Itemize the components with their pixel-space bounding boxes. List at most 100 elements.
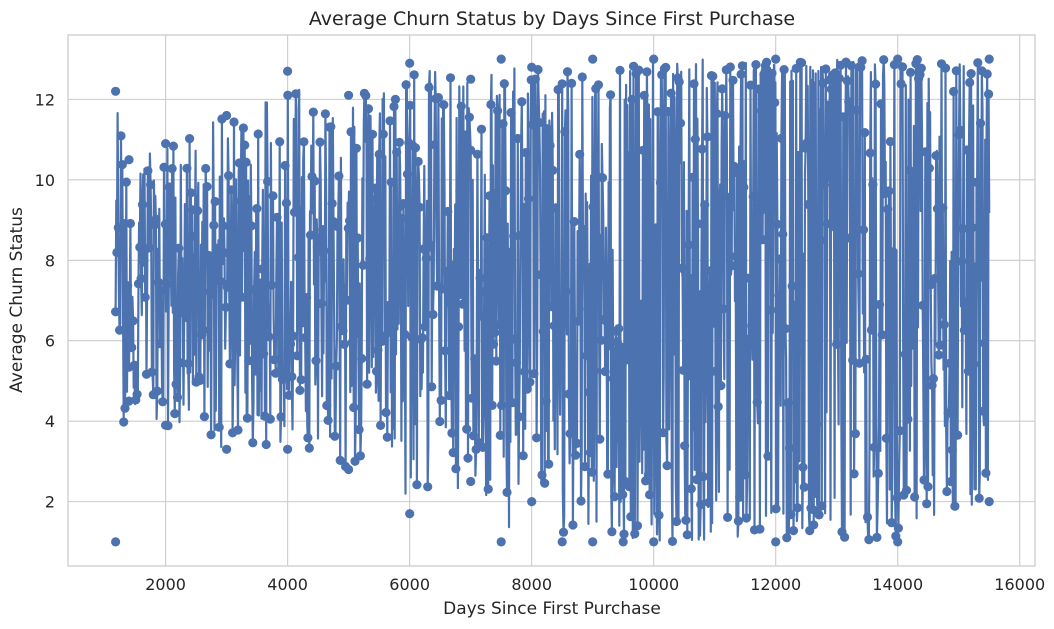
series-point [744, 273, 754, 283]
series-point [405, 100, 415, 110]
series-point [210, 196, 220, 207]
series-point [727, 261, 737, 271]
series-point [180, 293, 191, 303]
series-point [869, 442, 879, 452]
series-point [904, 165, 914, 175]
series-point [515, 230, 526, 240]
series-point [542, 124, 553, 134]
series-point [619, 529, 629, 539]
series-point [868, 180, 878, 190]
series-point [396, 239, 406, 249]
series-point [923, 482, 933, 492]
series-point [696, 499, 706, 510]
series-point [953, 430, 963, 440]
series-point [838, 112, 848, 122]
series-point [832, 339, 842, 349]
series-point [120, 403, 130, 413]
series-point [215, 276, 226, 286]
series-point [154, 277, 164, 287]
series-point [125, 218, 135, 229]
series-point [671, 516, 682, 527]
series-point [137, 200, 148, 210]
series-point [521, 148, 531, 158]
series-point [811, 419, 822, 429]
series-point [119, 417, 129, 427]
series-point [250, 366, 261, 376]
series-point [218, 221, 228, 231]
series-point [783, 398, 793, 408]
series-point [575, 149, 585, 159]
series-point [496, 537, 506, 547]
series-point [963, 366, 974, 376]
series-point [854, 358, 865, 368]
series-point [160, 219, 170, 229]
series-point [428, 309, 438, 320]
series-point [562, 67, 573, 77]
series-point [844, 97, 854, 107]
series-point [417, 333, 427, 343]
series-point [510, 334, 520, 344]
series-point [124, 155, 134, 165]
series-point [588, 54, 598, 64]
series-point [326, 122, 336, 132]
series-point [346, 127, 356, 137]
series-point [881, 433, 891, 443]
series-point [541, 396, 551, 406]
series-point [946, 477, 956, 487]
series-point [139, 257, 149, 267]
series-point [264, 332, 274, 342]
series-point [686, 484, 696, 494]
series-point [232, 262, 242, 272]
series-point [412, 480, 422, 490]
series-point [462, 424, 472, 434]
series-point [397, 213, 407, 224]
series-point [984, 497, 994, 507]
series-point [532, 433, 542, 443]
series-point [896, 79, 906, 89]
series-point [498, 119, 508, 129]
series-point [398, 199, 408, 209]
series-point [797, 58, 807, 68]
series-point [606, 90, 616, 100]
series-point [654, 510, 664, 520]
series-point [339, 339, 349, 349]
series-point [480, 397, 491, 407]
series-point [955, 125, 965, 135]
series-point [511, 358, 521, 368]
series-point [758, 235, 768, 245]
series-point [269, 355, 279, 365]
series-churn-line [111, 54, 994, 547]
series-point [793, 503, 803, 513]
series-point [716, 381, 726, 391]
series-point [466, 145, 476, 155]
series-point [479, 287, 489, 297]
series-point [626, 512, 636, 522]
series-point [710, 366, 721, 376]
series-point [756, 106, 766, 116]
series-point [725, 62, 735, 72]
series-point [436, 395, 446, 405]
series-point [448, 448, 458, 458]
series-point [581, 351, 592, 361]
series-point [424, 82, 434, 93]
series-point [981, 468, 991, 478]
series-point [261, 439, 271, 450]
series-point [303, 433, 313, 443]
series-point [561, 286, 571, 296]
series-point [918, 300, 928, 310]
series-point [425, 242, 435, 252]
series-point [939, 320, 949, 330]
series-point [809, 520, 819, 530]
series-point [362, 379, 372, 389]
series-point [236, 196, 246, 206]
series-point [747, 321, 757, 331]
series-point [344, 90, 354, 100]
x-tick-label: 4000 [267, 575, 308, 594]
series-point [600, 366, 610, 377]
series-point [661, 62, 671, 72]
series-point [344, 464, 354, 475]
series-point [335, 455, 345, 465]
series-point [499, 79, 509, 89]
series-point [732, 168, 742, 178]
series-point [768, 201, 779, 211]
